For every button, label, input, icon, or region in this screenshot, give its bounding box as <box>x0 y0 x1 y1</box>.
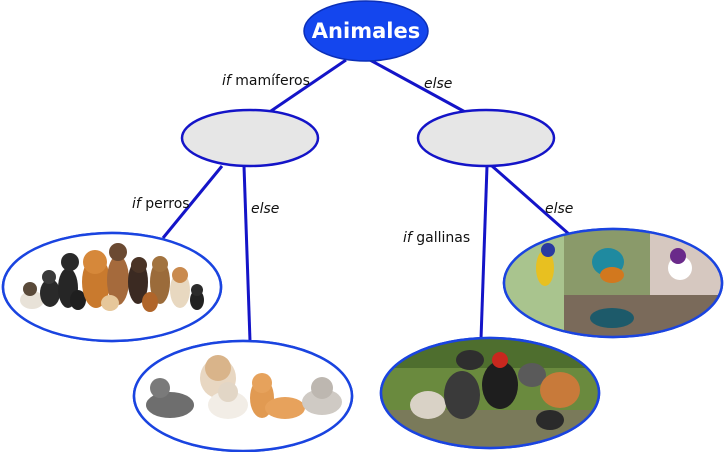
edge-label-else-right: else <box>545 201 573 217</box>
node-mamiferos <box>180 108 320 168</box>
leaf-dogs <box>1 231 223 343</box>
node-else-root <box>416 108 556 168</box>
leaf-birds <box>502 227 724 339</box>
edge-left-dogs <box>161 165 224 239</box>
edge-label-else-left: else <box>251 201 279 217</box>
edge-root-left <box>267 58 347 115</box>
root-label: Animales <box>312 19 420 43</box>
root-node: Animales <box>303 0 429 62</box>
edge-label-perros: if perros <box>132 196 190 212</box>
tree-edges <box>161 58 571 342</box>
edge-label-else-root: else <box>424 76 452 92</box>
leaf-chickens <box>379 336 601 450</box>
edge-label-mamiferos: if mamíferos <box>222 73 310 89</box>
edge-right-hens <box>479 165 489 340</box>
cat-group-image <box>134 341 352 451</box>
edge-right-birds <box>491 164 571 237</box>
edge-left-cats <box>242 165 252 342</box>
edge-root-right <box>369 58 468 115</box>
edge-label-gallinas: if gallinas <box>403 230 470 246</box>
dog-group-image <box>3 233 221 341</box>
leaf-cats <box>132 339 354 452</box>
